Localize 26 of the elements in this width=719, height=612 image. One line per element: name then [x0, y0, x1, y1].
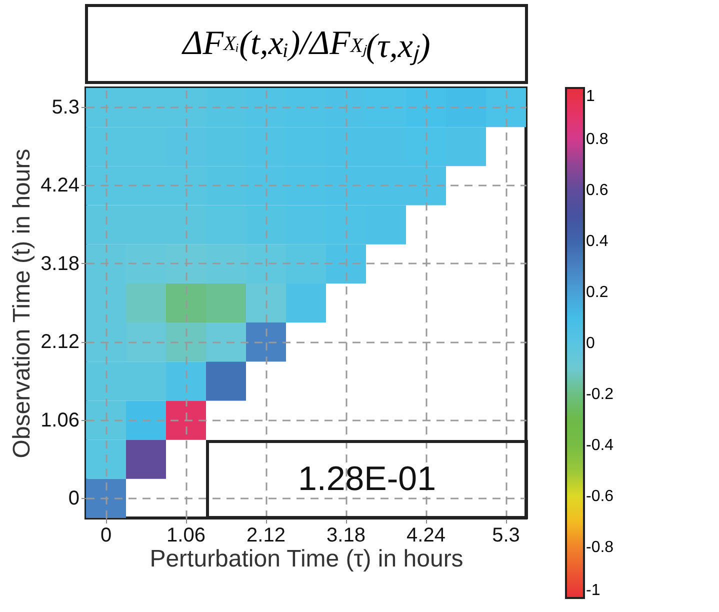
- x-tick-label: 4.24: [406, 524, 446, 546]
- y-tick-label: 0: [68, 487, 80, 510]
- color-bar-label: 0.6: [586, 182, 608, 199]
- x-axis-title: Perturbation Time (τ) in hours: [150, 546, 464, 572]
- color-bar-label: -0.2: [586, 386, 614, 403]
- color-bar-label: 0: [586, 335, 595, 352]
- color-bar-label: -0.8: [586, 539, 614, 556]
- color-bar-label: 1: [586, 88, 595, 105]
- color-bar-label: 0.2: [586, 284, 608, 301]
- y-tick-label: 2.12: [40, 331, 80, 354]
- color-bar-label: -0.4: [586, 437, 614, 454]
- y-tick-label: 4.24: [40, 174, 80, 197]
- color-bar-label: -0.6: [586, 488, 614, 505]
- x-tick-label: 1.06: [166, 524, 206, 546]
- y-tick-label: 1.06: [40, 409, 80, 432]
- x-tick-label: 3.18: [326, 524, 366, 546]
- color-bar-label: 0.8: [586, 131, 608, 148]
- x-tick-label: 2.12: [246, 524, 286, 546]
- y-tick-label: 5.3: [52, 96, 80, 119]
- y-axis-title: Observation Time (t) in hours: [8, 148, 36, 458]
- y-tick-label: 3.18: [40, 252, 80, 275]
- x-tick-label: 0: [100, 524, 112, 546]
- color-bar-label: 0.4: [586, 233, 608, 250]
- color-bar-label: -1: [586, 582, 600, 599]
- text-box: 1.28E-01: [206, 440, 528, 519]
- x-tick-label: 5.3: [492, 524, 520, 546]
